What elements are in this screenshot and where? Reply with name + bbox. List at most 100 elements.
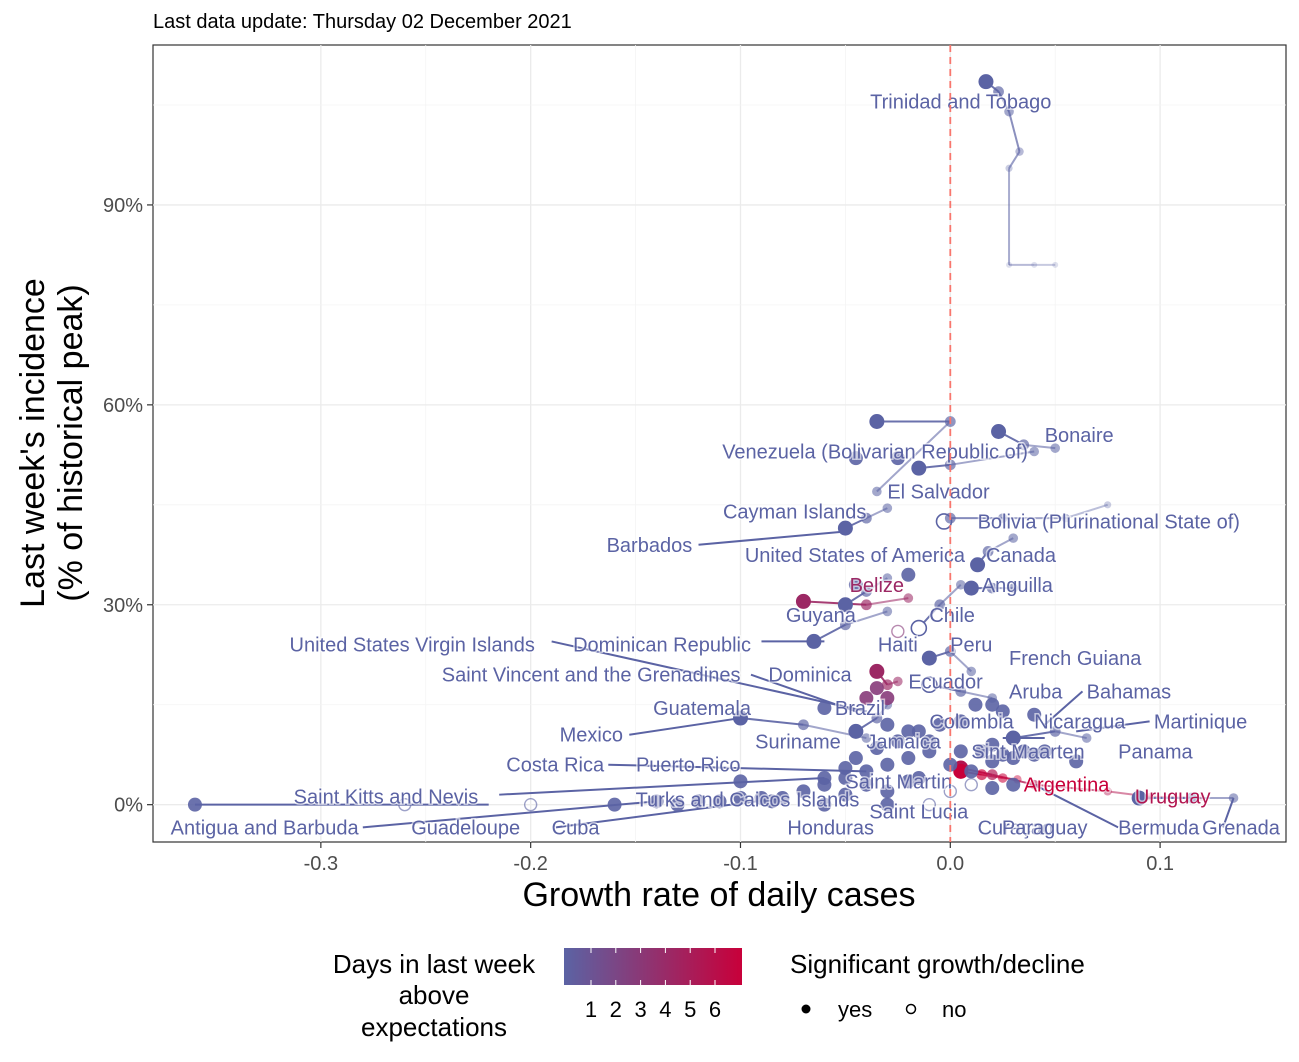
trail-current-point	[910, 619, 928, 637]
country-label: Grenada	[1202, 817, 1281, 839]
trail-history-point	[1146, 793, 1154, 801]
data-point	[880, 797, 895, 812]
label-leader-line	[551, 640, 867, 713]
data-point	[398, 797, 412, 812]
country-label: Barbados	[607, 535, 693, 557]
label-leader-line	[1076, 720, 1150, 733]
trail-history-point	[1008, 583, 1019, 593]
trail-segment	[876, 420, 951, 493]
trail-current-point	[848, 723, 864, 739]
data-point	[859, 764, 874, 779]
x-tick-label: -0.1	[723, 853, 757, 875]
country-label: Bahamas	[1087, 681, 1172, 703]
data-point	[911, 771, 926, 786]
shape-legend-hollow-marker	[905, 1003, 917, 1015]
data-point	[1027, 707, 1042, 722]
trail-history-point	[861, 733, 872, 743]
label-leader-line	[1033, 783, 1119, 829]
country-label: Antigua and Barbuda	[171, 817, 360, 839]
trail-current-point	[732, 710, 748, 726]
x-tick-label: 0.1	[1146, 853, 1174, 875]
color-legend-bar	[564, 948, 742, 985]
country-label: Venezuela (Bolivarian Republic of)	[722, 441, 1028, 463]
label-leader-line	[1222, 797, 1235, 828]
data-point	[859, 777, 874, 792]
trail-history-point	[1050, 443, 1061, 453]
country-label: Costa Rica	[506, 755, 605, 777]
trail-history-point	[1103, 787, 1112, 796]
country-label: Cayman Islands	[723, 501, 866, 523]
data-point	[922, 734, 937, 749]
data-point	[968, 697, 983, 712]
shape-legend-yes-label: yes	[838, 997, 872, 1022]
color-legend-title-line3: expectations	[361, 1012, 507, 1042]
data-point	[859, 691, 874, 706]
trail-history-point	[1061, 513, 1070, 523]
country-label: Chile	[929, 605, 975, 627]
trail-current-point	[991, 424, 1007, 440]
shape-legend: Significant growth/decline yes no	[790, 949, 1085, 1022]
trail-history-point	[881, 679, 893, 691]
trail-history-point	[944, 459, 956, 471]
trail-segment	[1008, 111, 1021, 152]
trail-history-point	[997, 773, 1008, 783]
data-point	[953, 744, 968, 759]
country-label: Guyana	[786, 605, 857, 627]
color-legend-title-line2: above	[399, 980, 470, 1010]
trail-history-point	[1006, 261, 1013, 268]
y-tick-label: 60%	[103, 395, 143, 417]
trail-current-point	[963, 580, 979, 596]
trail-history-point	[893, 676, 903, 687]
y-tick-label: 30%	[103, 595, 143, 617]
trail-history-point	[1029, 779, 1040, 790]
data-point	[848, 577, 863, 592]
country-label: Uruguay	[1135, 787, 1211, 809]
color-legend-tick-label: 4	[659, 997, 671, 1022]
y-axis-title-line2: (% of historical peak)	[52, 284, 90, 601]
data-point	[922, 744, 937, 759]
color-legend-tick-label: 1	[585, 997, 597, 1022]
country-label: Saint Vincent and the Grenadines	[442, 665, 741, 687]
country-label: Cuba	[552, 817, 601, 839]
data-point	[733, 791, 748, 806]
trail-current-point	[921, 650, 937, 666]
color-legend-tick-label: 6	[709, 997, 721, 1022]
shape-legend-no-label: no	[942, 997, 966, 1022]
color-legend-title-line1: Days in last week	[333, 949, 536, 979]
data-point	[985, 737, 1000, 752]
data-point	[848, 451, 863, 466]
trail-history-point	[860, 512, 872, 524]
country-label: Argentina	[1024, 775, 1110, 797]
country-label: Turks and Caicos Islands	[636, 789, 860, 811]
data-point	[838, 771, 853, 786]
country-label: Saint Kitts and Nevis	[294, 787, 479, 809]
country-label: Honduras	[787, 817, 874, 839]
data-point	[1037, 744, 1052, 759]
color-legend-tick-label: 3	[634, 997, 646, 1022]
trail-history-point	[1186, 792, 1197, 804]
country-label: Paraguay	[1002, 817, 1088, 839]
trail-history-point	[966, 666, 977, 677]
country-label: Martinique	[1154, 711, 1247, 733]
trail-segment	[1065, 503, 1108, 520]
trail-history-point	[1104, 501, 1112, 509]
trail-segment	[1008, 151, 1021, 169]
trail-current-point	[795, 593, 811, 609]
country-label: Canada	[986, 545, 1057, 567]
country-label: Bolivia (Plurinational State of)	[978, 511, 1240, 533]
color-legend-tick-label: 5	[684, 997, 696, 1022]
data-point	[1069, 754, 1084, 769]
data-point	[985, 697, 1000, 712]
trail-current-point	[837, 520, 853, 536]
trail-current-point	[1005, 730, 1021, 746]
data-point	[848, 751, 863, 766]
country-label: Aruba	[1009, 681, 1063, 703]
trail-history-point	[860, 599, 872, 611]
chart-subtitle: Last data update: Thursday 02 December 2…	[153, 11, 572, 33]
data-point	[838, 787, 853, 802]
label-leader-line	[499, 777, 825, 796]
country-label: Dominica	[768, 665, 852, 687]
trail-history-point	[872, 486, 882, 497]
data-point	[943, 757, 958, 772]
